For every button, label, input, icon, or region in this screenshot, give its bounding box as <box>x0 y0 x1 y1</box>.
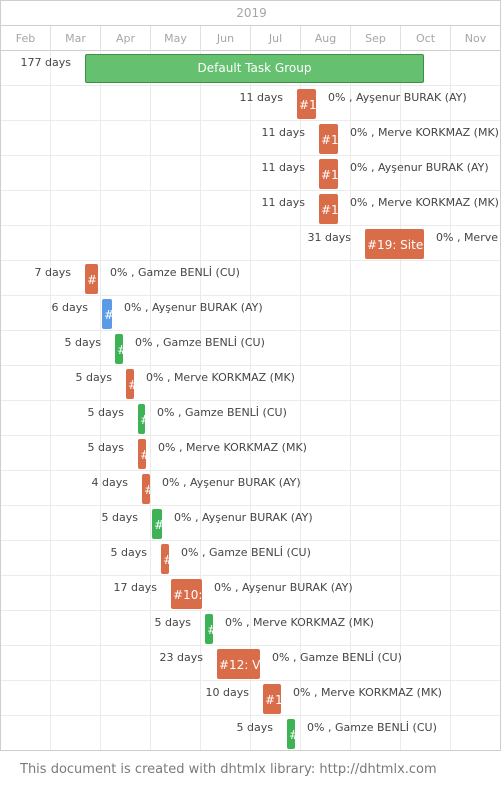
task-details-label: 0% , Ayşenur BURAK (AY) <box>162 476 301 489</box>
task-duration-label: 7 days <box>34 266 71 279</box>
month-header-aug: Aug <box>301 26 351 51</box>
task-bar[interactable]: #1 <box>319 194 338 224</box>
task-bar[interactable]: # <box>152 509 162 539</box>
month-header-mar: Mar <box>51 26 101 51</box>
task-row <box>1 156 500 191</box>
project-bar[interactable]: Default Task Group <box>85 54 424 83</box>
task-row <box>1 576 500 611</box>
task-details-label: 0% , Merve KORKMAZ (MK) <box>350 196 499 209</box>
task-duration-label: 31 days <box>307 231 351 244</box>
task-details-label: 0% , Gamze BENLİ (CU) <box>157 406 287 419</box>
task-row <box>1 121 500 156</box>
task-details-label: 0% , Ayşenur BURAK (AY) <box>174 511 313 524</box>
task-details-label: 0% , Ayşenur BURAK (AY) <box>214 581 353 594</box>
month-header-jun: Jun <box>201 26 251 51</box>
task-row <box>1 646 500 681</box>
month-header-nov: Nov <box>451 26 500 51</box>
task-row <box>1 86 500 121</box>
task-bar[interactable]: #1 <box>319 124 338 154</box>
task-details-label: 0% , Merve KORKMAZ (MK) <box>146 371 295 384</box>
task-details-label: 0% , Merve K <box>436 231 500 244</box>
task-row <box>1 366 500 401</box>
task-row <box>1 506 500 541</box>
task-bar[interactable]: #19: Siten <box>365 229 424 259</box>
task-details-label: 0% , Merve KORKMAZ (MK) <box>158 441 307 454</box>
month-header-feb: Feb <box>1 26 51 51</box>
task-bar[interactable]: #10: <box>171 579 202 609</box>
task-details-label: 0% , Gamze BENLİ (CU) <box>110 266 240 279</box>
month-header-jul: Jul <box>251 26 301 51</box>
task-duration-label: 17 days <box>113 581 157 594</box>
task-row <box>1 681 500 716</box>
task-duration-label: 177 days <box>20 56 71 69</box>
task-duration-label: 6 days <box>51 301 88 314</box>
month-header-oct: Oct <box>401 26 451 51</box>
task-row <box>1 296 500 331</box>
task-duration-label: 5 days <box>236 721 273 734</box>
task-duration-label: 11 days <box>261 126 305 139</box>
task-duration-label: 10 days <box>205 686 249 699</box>
task-duration-label: 23 days <box>159 651 203 664</box>
task-details-label: 0% , Merve KORKMAZ (MK) <box>225 616 374 629</box>
task-bar[interactable]: # <box>102 299 112 329</box>
task-duration-label: 11 days <box>261 196 305 209</box>
task-row <box>1 331 500 366</box>
task-details-label: 0% , Ayşenur BURAK (AY) <box>124 301 263 314</box>
task-row <box>1 541 500 576</box>
task-details-label: 0% , Gamze BENLİ (CU) <box>135 336 265 349</box>
task-row <box>1 261 500 296</box>
task-duration-label: 5 days <box>75 371 112 384</box>
task-row <box>1 226 500 261</box>
gantt-chart: 2019 Feb Mar Apr May Jun Jul Aug Sep Oct Nov 177 … <box>0 0 501 751</box>
task-details-label: 0% , Gamze BENLİ (CU) <box>307 721 437 734</box>
task-duration-label: 5 days <box>87 441 124 454</box>
task-bar[interactable]: # <box>115 334 123 364</box>
task-bar[interactable]: #1 <box>263 684 281 714</box>
month-header-may: May <box>151 26 201 51</box>
task-bar[interactable]: #1 <box>319 159 338 189</box>
task-details-label: 0% , Ayşenur BURAK (AY) <box>328 91 467 104</box>
task-bar[interactable]: # <box>205 614 213 644</box>
task-bar[interactable]: # <box>138 439 146 469</box>
task-bar[interactable]: # <box>126 369 134 399</box>
task-details-label: 0% , Gamze BENLİ (CU) <box>181 546 311 559</box>
task-bar[interactable]: # <box>287 719 295 749</box>
task-details-label: 0% , Merve KORKMAZ (MK) <box>293 686 442 699</box>
task-duration-label: 5 days <box>154 616 191 629</box>
task-row <box>1 471 500 506</box>
task-bar[interactable]: # <box>85 264 98 294</box>
task-row <box>1 611 500 646</box>
task-duration-label: 11 days <box>239 91 283 104</box>
task-bar[interactable]: # <box>138 404 145 434</box>
timeline-months: Feb Mar Apr May Jun Jul Aug Sep Oct Nov <box>1 26 500 51</box>
task-duration-label: 5 days <box>101 511 138 524</box>
task-duration-label: 11 days <box>261 161 305 174</box>
task-duration-label: 5 days <box>110 546 147 559</box>
month-header-sep: Sep <box>351 26 401 51</box>
task-row <box>1 191 500 226</box>
task-row <box>1 51 500 86</box>
task-bar[interactable]: #12: Ve <box>217 649 260 679</box>
task-duration-label: 5 days <box>87 406 124 419</box>
month-header-apr: Apr <box>101 26 151 51</box>
task-details-label: 0% , Gamze BENLİ (CU) <box>272 651 402 664</box>
task-bar[interactable]: #1 <box>297 89 316 119</box>
task-details-label: 0% , Merve KORKMAZ (MK) <box>350 126 499 139</box>
footer-note: This document is created with dhtmlx lib… <box>20 762 437 777</box>
gantt-grid: 177 days Default Task Group 11 days #1 0% , … <box>1 51 500 750</box>
task-bar[interactable]: # <box>161 544 169 574</box>
task-row <box>1 401 500 436</box>
task-details-label: 0% , Ayşenur BURAK (AY) <box>350 161 489 174</box>
task-bar[interactable]: # <box>142 474 150 504</box>
task-duration-label: 4 days <box>91 476 128 489</box>
timeline-year: 2019 <box>1 1 500 26</box>
task-row <box>1 436 500 471</box>
task-duration-label: 5 days <box>64 336 101 349</box>
